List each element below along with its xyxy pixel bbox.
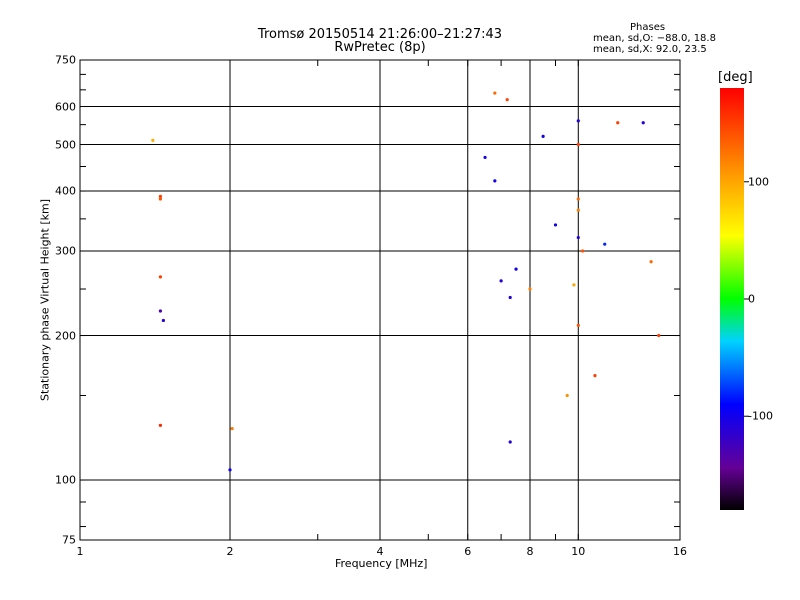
y-tick-label: 100 [55,473,76,487]
data-point [499,279,503,283]
phase-box-x-stats: mean, sd,X: 92.0, 23.5 [593,44,707,55]
x-tick-label: 6 [464,545,472,558]
data-point [228,468,232,472]
colorbar-label: [deg] [718,70,753,85]
data-point [576,197,580,201]
data-point [580,249,585,253]
grid-layer [80,60,680,540]
tick-marks [80,60,680,540]
colorbar-tick-label: 0 [748,292,755,306]
data-point [483,155,487,160]
chart-subtitle: RwPretec (8p) [334,40,426,55]
data-point [572,283,576,287]
data-point [230,426,234,431]
data-point [508,295,512,300]
x-tick-label: 4 [376,545,384,558]
data-point [649,260,653,264]
y-tick-label: 300 [55,244,76,258]
y-tick-label: 500 [55,138,76,152]
data-point [493,179,497,183]
data-point [528,287,532,291]
y-tick-label: 200 [55,329,76,343]
data-point [493,91,497,95]
y-axis-label: Stationary phase Virtual Height [km] [38,198,52,402]
data-point [158,197,163,201]
data-point [541,134,545,138]
y-tick-label: 600 [55,100,76,114]
colorbar-tick-label: 100 [748,175,769,189]
y-tick-label: 400 [55,184,76,198]
data-point [151,138,155,142]
y-tick-label: 75 [62,533,76,547]
x-tick-label: 1 [76,545,84,558]
colorbar [720,88,749,510]
data-point [616,121,620,125]
chart-title: Tromsø 20150514 21:26:00–21:27:43 [257,27,503,42]
x-tick-label: 10 [571,545,586,558]
data-point [603,242,607,246]
data-point [641,121,645,125]
data-point [576,235,580,240]
x-tick-label: 2 [226,545,234,558]
x-axis-label: Frequency [MHz] [335,557,428,570]
data-point [565,393,569,398]
y-tick-label: 750 [55,53,76,67]
data-point [158,275,163,279]
data-point [576,119,580,123]
data-point [576,208,580,212]
data-point [553,223,558,227]
data-point [158,194,163,198]
data-point [576,323,580,327]
x-tick-label: 8 [526,545,534,558]
data-point [593,374,597,378]
data-points [151,91,661,472]
data-point [158,309,163,313]
phase-box-o-stats: mean, sd,O: −88.0, 18.8 [593,33,716,44]
data-point [576,142,580,147]
data-point [161,318,165,323]
data-point [657,333,661,338]
data-point [158,423,163,427]
data-point [514,267,518,271]
phase-box-heading: Phases [630,22,666,33]
colorbar-tick-label: -100 [748,409,773,423]
data-point [505,98,509,102]
x-tick-label: 16 [673,545,687,558]
colorbar-gradient [720,88,744,510]
data-point [508,440,512,444]
